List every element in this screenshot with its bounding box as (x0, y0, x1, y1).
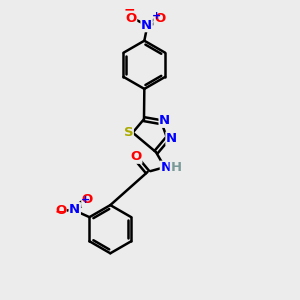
Text: O: O (154, 11, 165, 25)
Text: N: N (159, 114, 170, 127)
Text: N: N (166, 132, 177, 145)
Text: O: O (55, 204, 66, 217)
Text: N: N (141, 19, 152, 32)
Text: O: O (130, 150, 142, 163)
Text: +: + (152, 11, 161, 21)
Text: −: − (55, 204, 67, 218)
Text: H: H (170, 161, 182, 174)
Text: N: N (160, 161, 172, 174)
Text: N: N (69, 203, 80, 216)
Text: O: O (82, 194, 93, 206)
Text: −: − (124, 3, 136, 17)
Text: O: O (125, 11, 136, 25)
Text: S: S (124, 126, 133, 139)
Text: +: + (80, 195, 90, 205)
